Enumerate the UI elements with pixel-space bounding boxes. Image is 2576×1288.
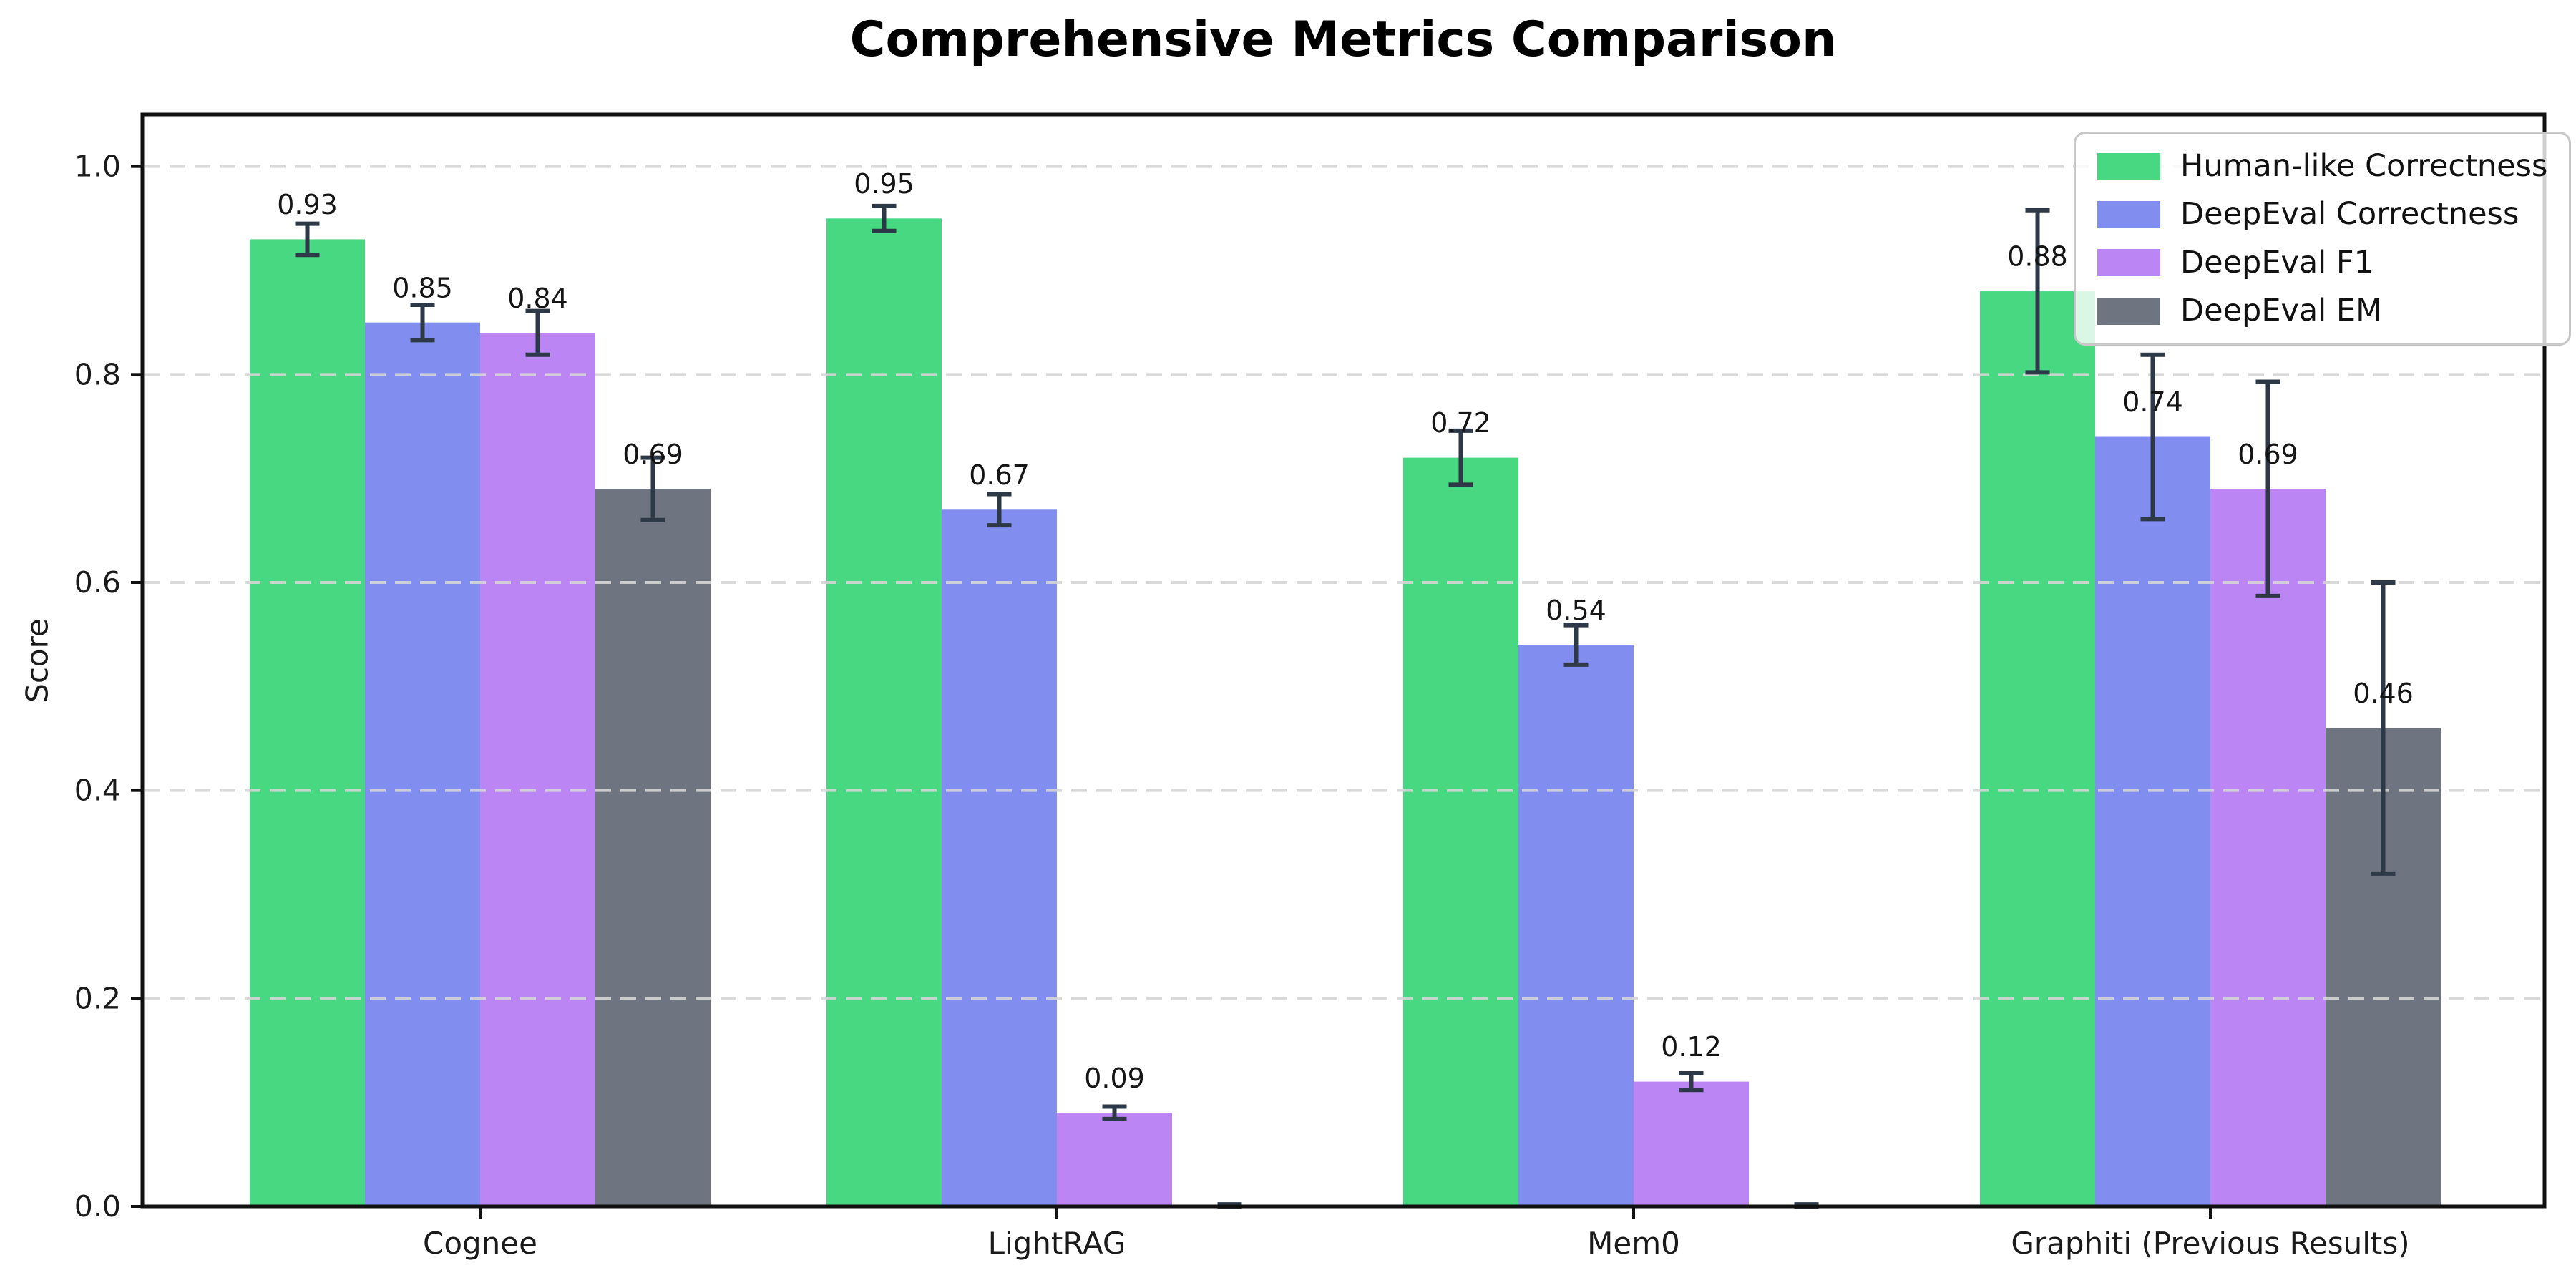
- bar: [595, 489, 711, 1206]
- bar: [2210, 489, 2326, 1206]
- x-tick-label: LightRAG: [988, 1226, 1126, 1261]
- bar: [365, 322, 480, 1207]
- bar: [480, 333, 595, 1207]
- x-tick-label: Graphiti (Previous Results): [2011, 1226, 2409, 1261]
- legend-label: DeepEval Correctness: [2180, 196, 2519, 233]
- y-tick-label: 0.0: [74, 1189, 121, 1224]
- legend-label: DeepEval EM: [2180, 292, 2383, 328]
- legend-item: DeepEval Correctness: [2097, 197, 2547, 231]
- y-tick-label: 0.4: [74, 774, 121, 808]
- legend-swatch-icon: [2097, 152, 2160, 180]
- bar-value-label: 0.95: [854, 168, 914, 200]
- bar-value-label: 0.93: [277, 189, 338, 220]
- bar: [1403, 457, 1518, 1206]
- legend: Human-like Correctness DeepEval Correctne…: [2074, 132, 2572, 346]
- y-axis-title: Score: [19, 618, 55, 703]
- legend-swatch-icon: [2097, 297, 2160, 325]
- chart-title: Comprehensive Metrics Comparison: [849, 11, 1837, 68]
- bar-value-label: 0.74: [2122, 386, 2183, 418]
- bar: [1518, 645, 1634, 1206]
- y-tick-label: 0.2: [74, 981, 121, 1015]
- bar-value-label: 0.67: [969, 459, 1030, 491]
- legend-item: DeepEval EM: [2097, 292, 2547, 328]
- x-tick-label: Cognee: [423, 1226, 537, 1261]
- bar-value-label: 0.69: [2238, 439, 2298, 470]
- bar-value-label: 0.09: [1084, 1063, 1145, 1094]
- bar: [1634, 1081, 1749, 1206]
- bar-value-label: 0.69: [623, 439, 683, 470]
- plot-frame: [140, 112, 2547, 1209]
- bar-value-label: 0.46: [2353, 678, 2414, 709]
- bar-value-label: 0.85: [392, 272, 453, 303]
- x-tick-label: Mem0: [1587, 1226, 1680, 1261]
- bar-value-label: 0.12: [1661, 1031, 1722, 1063]
- y-tick-label: 1.0: [74, 150, 121, 184]
- bar-value-label: 0.54: [1546, 595, 1606, 626]
- bar: [250, 239, 365, 1206]
- bar: [826, 218, 942, 1206]
- bar: [2095, 436, 2210, 1206]
- legend-item: DeepEval F1: [2097, 244, 2547, 280]
- bar-value-label: 0.72: [1430, 407, 1491, 439]
- y-tick-label: 0.8: [74, 357, 121, 391]
- legend-swatch-icon: [2097, 200, 2160, 228]
- legend-label: DeepEval F1: [2180, 244, 2373, 280]
- y-tick-label: 0.6: [74, 565, 121, 600]
- bar: [942, 509, 1057, 1206]
- bar: [1057, 1113, 1172, 1206]
- bar: [1980, 291, 2095, 1207]
- legend-item: Human-like Correctness: [2097, 148, 2548, 184]
- legend-swatch-icon: [2097, 249, 2160, 277]
- bar-value-label: 0.84: [507, 283, 568, 314]
- bar-value-label: 0.88: [2007, 241, 2068, 273]
- legend-label: Human-like Correctness: [2180, 148, 2548, 184]
